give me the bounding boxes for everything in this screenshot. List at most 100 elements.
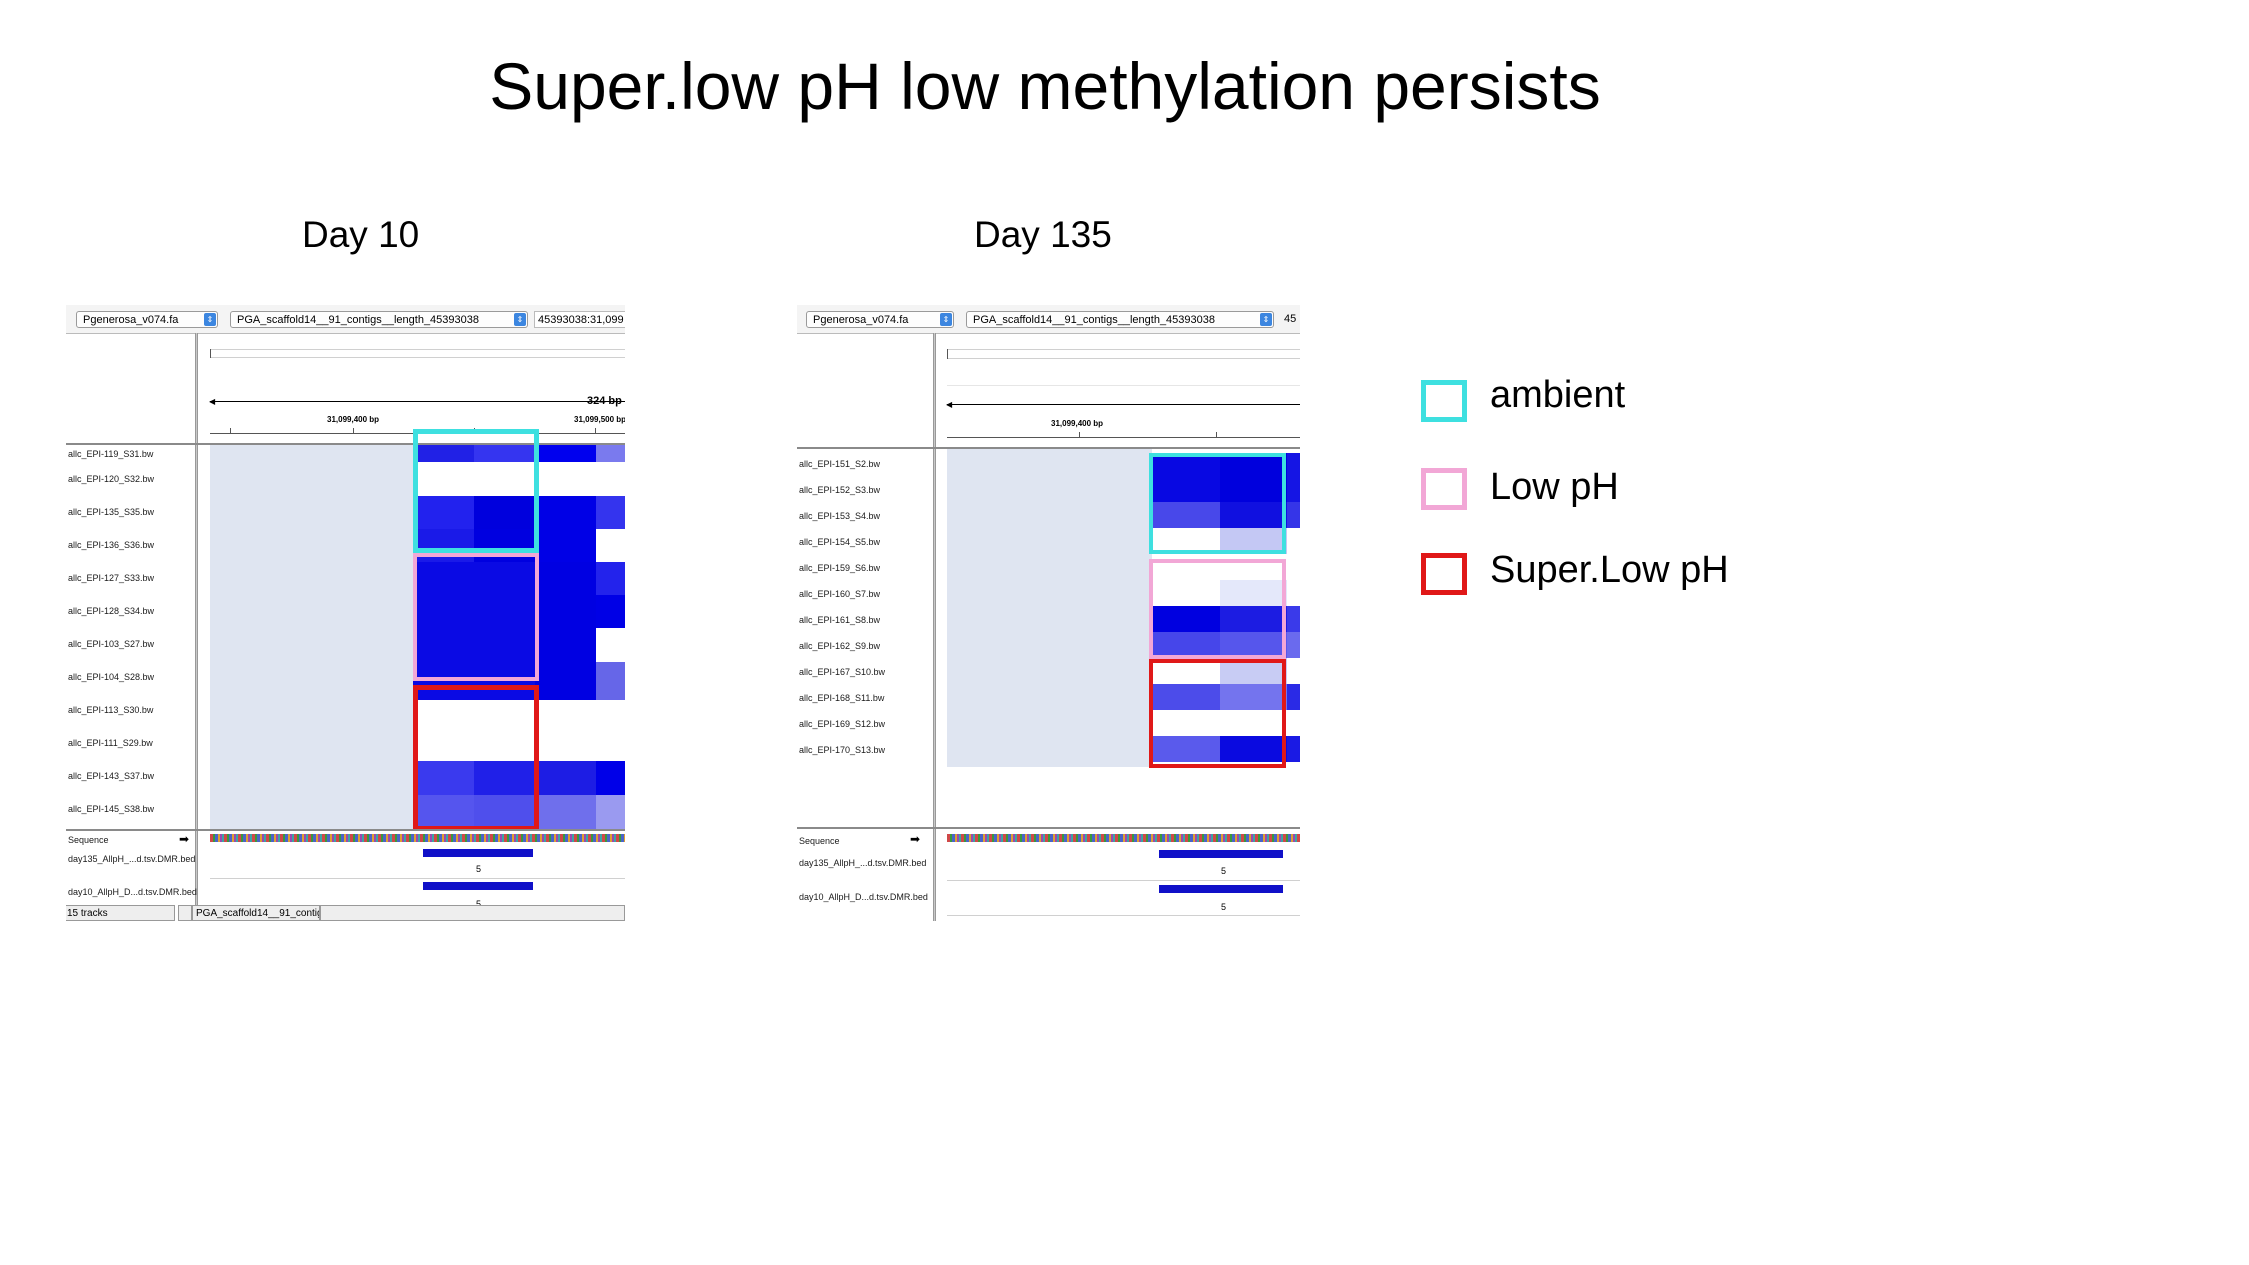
methylation-cell bbox=[535, 761, 596, 795]
methylation-cell bbox=[1152, 453, 1220, 502]
track-name[interactable]: allc_EPI-153_S4.bw bbox=[799, 511, 881, 521]
track-name[interactable]: allc_EPI-151_S2.bw bbox=[799, 459, 881, 469]
legend-label-ambient: ambient bbox=[1490, 374, 1626, 416]
track-name[interactable]: allc_EPI-128_S34.bw bbox=[68, 606, 155, 616]
track-name[interactable]: allc_EPI-143_S37.bw bbox=[68, 771, 155, 781]
ruler-line bbox=[210, 357, 625, 358]
igv-toolbar: Pgenerosa_v074.fa ⇕ PGA_scaffold14__91_c… bbox=[66, 305, 625, 334]
methylation-cell bbox=[1287, 453, 1300, 502]
methylation-cell bbox=[1152, 684, 1220, 710]
track-name[interactable]: allc_EPI-161_S8.bw bbox=[799, 615, 881, 625]
locus-input[interactable]: 45 bbox=[1284, 313, 1297, 325]
chevron-updown-icon: ⇕ bbox=[940, 313, 952, 326]
track-name[interactable]: allc_EPI-160_S7.bw bbox=[799, 589, 881, 599]
bed-track-name[interactable]: day135_AllpH_...d.tsv.DMR.bed bbox=[799, 858, 927, 868]
lowph-highlight-box bbox=[413, 553, 539, 681]
methylation-cell bbox=[1152, 606, 1220, 632]
status-message bbox=[320, 905, 625, 921]
methylation-cell bbox=[1220, 528, 1287, 554]
bed-track-name[interactable]: day135_AllpH_...d.tsv.DMR.bed bbox=[68, 854, 196, 864]
igv-day10: Pgenerosa_v074.fa ⇕ PGA_scaffold14__91_c… bbox=[66, 305, 625, 921]
methylation-cell bbox=[1287, 632, 1300, 658]
ambient-highlight-box bbox=[1149, 453, 1286, 554]
panel-divider[interactable] bbox=[933, 333, 936, 921]
track-name[interactable]: allc_EPI-167_S10.bw bbox=[799, 667, 886, 677]
feature-separator bbox=[66, 829, 625, 831]
dmr-score: 5 bbox=[476, 864, 482, 874]
dmr-feature[interactable] bbox=[423, 849, 533, 857]
ruler-tick bbox=[595, 428, 596, 434]
genome-dropdown[interactable]: Pgenerosa_v074.fa ⇕ bbox=[806, 311, 954, 328]
no-data-region bbox=[947, 449, 1152, 767]
status-track-count: 15 tracks bbox=[66, 905, 175, 921]
ruler-tick bbox=[1216, 432, 1217, 438]
chromosome-value: PGA_scaffold14__91_contigs__length_45393… bbox=[237, 314, 479, 326]
track-name[interactable]: allc_EPI-119_S31.bw bbox=[68, 449, 154, 459]
track-name[interactable]: allc_EPI-162_S9.bw bbox=[799, 641, 881, 651]
arrow-left-icon: ◀ bbox=[209, 397, 216, 406]
ruler-line bbox=[947, 349, 1300, 350]
methylation-cell bbox=[1152, 502, 1220, 528]
track-name[interactable]: allc_EPI-145_S38.bw bbox=[68, 804, 155, 814]
header-separator bbox=[66, 443, 625, 445]
chromosome-dropdown[interactable]: PGA_scaffold14__91_contigs__length_45393… bbox=[966, 311, 1274, 328]
track-name[interactable]: allc_EPI-152_S3.bw bbox=[799, 485, 881, 495]
bed-track-name[interactable]: day10_AllpH_D...d.tsv.DMR.bed bbox=[799, 892, 928, 902]
track-name[interactable]: allc_EPI-104_S28.bw bbox=[68, 672, 155, 682]
methylation-cell bbox=[535, 529, 596, 562]
panel-divider[interactable] bbox=[195, 333, 198, 921]
track-name[interactable]: allc_EPI-169_S12.bw bbox=[799, 719, 886, 729]
ruler-tick bbox=[353, 428, 354, 434]
bed-track-name[interactable]: day10_AllpH_D...d.tsv.DMR.bed bbox=[68, 887, 197, 897]
track-name[interactable]: allc_EPI-111_S29.bw bbox=[68, 738, 153, 748]
sequence-track-label[interactable]: Sequence bbox=[68, 835, 109, 845]
arrow-right-icon[interactable]: ➡ bbox=[179, 832, 190, 846]
legend-swatch-ambient bbox=[1421, 380, 1467, 422]
genome-dropdown[interactable]: Pgenerosa_v074.fa ⇕ bbox=[76, 311, 218, 328]
track-name[interactable]: allc_EPI-103_S27.bw bbox=[68, 639, 155, 649]
header-separator bbox=[797, 447, 1300, 449]
track-name[interactable]: allc_EPI-168_S11.bw bbox=[799, 693, 885, 703]
track-name[interactable]: allc_EPI-159_S6.bw bbox=[799, 563, 881, 573]
locus-input[interactable]: 45393038:31,099 bbox=[534, 311, 625, 328]
methylation-cell bbox=[474, 761, 535, 795]
legend-swatch-superlowph bbox=[1421, 553, 1467, 595]
arrow-left-icon: ◀ bbox=[946, 400, 953, 409]
methylation-cell bbox=[1152, 736, 1220, 762]
track-name[interactable]: allc_EPI-135_S35.bw bbox=[68, 507, 155, 517]
methylation-cell bbox=[535, 445, 596, 462]
dmr-feature[interactable] bbox=[423, 882, 533, 890]
legend-label-lowph: Low pH bbox=[1490, 466, 1619, 508]
dmr-feature[interactable] bbox=[1159, 850, 1283, 858]
chevron-updown-icon: ⇕ bbox=[514, 313, 526, 326]
chromosome-value: PGA_scaffold14__91_contigs__length_45393… bbox=[973, 314, 1215, 326]
ruler-mark bbox=[947, 349, 948, 359]
dmr-score: 5 bbox=[1221, 866, 1227, 876]
track-name[interactable]: allc_EPI-127_S33.bw bbox=[68, 573, 155, 583]
span-arrow-line bbox=[947, 404, 1300, 405]
no-data-region bbox=[210, 445, 413, 830]
methylation-cell bbox=[1220, 684, 1287, 710]
chevron-updown-icon: ⇕ bbox=[1260, 313, 1272, 326]
track-name[interactable]: allc_EPI-113_S30.bw bbox=[68, 705, 154, 715]
track-name[interactable]: allc_EPI-136_S36.bw bbox=[68, 540, 155, 550]
ruler-tick bbox=[230, 428, 231, 434]
dmr-feature[interactable] bbox=[1159, 885, 1283, 893]
chromosome-dropdown[interactable]: PGA_scaffold14__91_contigs__length_45393… bbox=[230, 311, 528, 328]
methylation-cell bbox=[413, 445, 474, 462]
igv-toolbar: Pgenerosa_v074.fa ⇕ PGA_scaffold14__91_c… bbox=[797, 305, 1300, 334]
sequence-track-label[interactable]: Sequence bbox=[799, 836, 840, 846]
genome-value: Pgenerosa_v074.fa bbox=[813, 314, 909, 326]
sequence-bar bbox=[947, 834, 1300, 842]
methylation-cell bbox=[535, 496, 596, 529]
ruler-line bbox=[947, 358, 1300, 359]
track-name[interactable]: allc_EPI-154_S5.bw bbox=[799, 537, 881, 547]
arrow-right-icon[interactable]: ➡ bbox=[910, 832, 921, 846]
track-name[interactable]: allc_EPI-170_S13.bw bbox=[799, 745, 886, 755]
methylation-cell bbox=[1287, 736, 1300, 762]
track-name[interactable]: allc_EPI-120_S32.bw bbox=[68, 474, 155, 484]
legend-label-superlowph: Super.Low pH bbox=[1490, 549, 1729, 591]
methylation-cell bbox=[474, 445, 535, 462]
methylation-cell bbox=[1152, 632, 1220, 658]
methylation-cell bbox=[474, 496, 535, 529]
